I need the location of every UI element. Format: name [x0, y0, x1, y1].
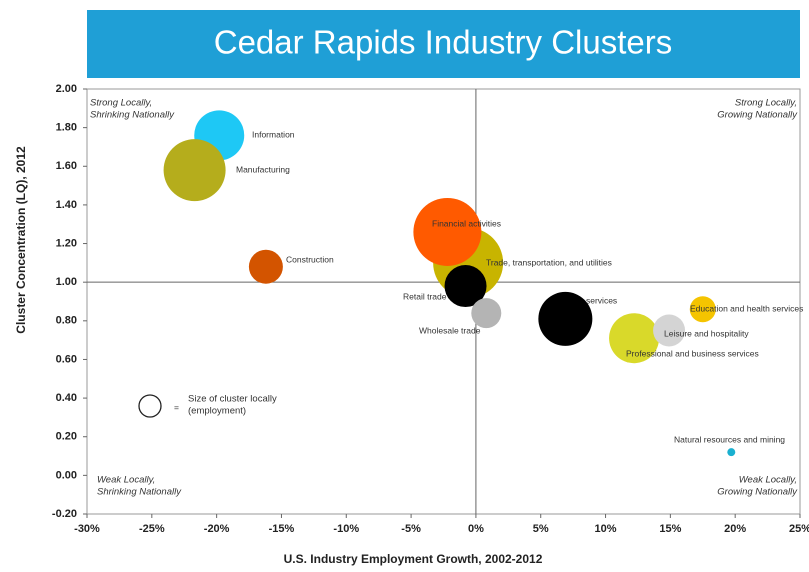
y-tick-label: -0.20: [52, 508, 77, 520]
bubble-label: Education and health services: [690, 303, 803, 313]
bubble-label: Professional and business services: [626, 348, 759, 358]
bubble: [163, 139, 226, 202]
bubble-label: Information: [252, 129, 295, 139]
size-legend-circle: [138, 394, 162, 418]
bubble: [413, 197, 482, 266]
size-legend-text: Size of cluster locally: [188, 394, 277, 405]
y-tick-label: 0.20: [56, 431, 77, 443]
y-tick-label: 0.40: [56, 392, 77, 404]
x-tick-label: 15%: [659, 523, 681, 535]
bubble-label: Leisure and hospitality: [664, 328, 749, 338]
bubble-label: services: [586, 295, 617, 305]
bubble: [471, 298, 502, 329]
y-axis-title: Cluster Concentration (LQ), 2012: [14, 146, 28, 334]
x-tick-label: -5%: [401, 523, 421, 535]
y-tick-label: 2.00: [56, 83, 77, 95]
quadrant-label: Shrinking Nationally: [90, 110, 175, 121]
bubble-label: Wholesale trade: [419, 325, 481, 335]
x-tick-label: -20%: [204, 523, 230, 535]
x-tick-label: 10%: [595, 523, 617, 535]
plot-frame: [86, 88, 801, 515]
quadrant-label: Strong Locally,: [735, 98, 797, 109]
y-tick-label: 1.80: [56, 122, 77, 134]
quadrant-label: Growing Nationally: [717, 487, 798, 498]
y-tick-label: 1.00: [56, 276, 77, 288]
x-tick-label: 20%: [724, 523, 746, 535]
x-tick-label: -15%: [269, 523, 295, 535]
bubble: [727, 448, 736, 457]
x-tick-label: -30%: [74, 523, 100, 535]
bubble: [444, 265, 487, 308]
bubble-label: Construction: [286, 254, 334, 264]
bubble: [653, 314, 686, 347]
x-tick-label: 25%: [789, 523, 809, 535]
chart-title: Cedar Rapids Industry Clusters: [214, 24, 673, 61]
quadrant-label: Shrinking Nationally: [97, 487, 182, 498]
y-tick-label: 0.60: [56, 353, 77, 365]
y-tick-label: 1.40: [56, 199, 77, 211]
x-tick-label: -10%: [333, 523, 359, 535]
x-tick-label: 0%: [468, 523, 484, 535]
bubble-label: Retail trade: [403, 291, 447, 301]
size-legend-text: (employment): [188, 406, 246, 417]
bubble: [248, 249, 283, 284]
x-tick-label: -25%: [139, 523, 165, 535]
x-axis-title: U.S. Industry Employment Growth, 2002-20…: [284, 552, 543, 566]
size-legend-symbol: =: [174, 402, 179, 412]
bubble-label: Trade, transportation, and utilities: [486, 257, 612, 267]
bubble-label: Manufacturing: [236, 164, 290, 174]
y-tick-label: 1.20: [56, 237, 77, 249]
quadrant-label: Growing Nationally: [717, 110, 798, 121]
y-tick-label: 1.60: [56, 160, 77, 172]
title-banner: [87, 10, 800, 78]
bubble: [538, 291, 593, 346]
bubble: [609, 313, 660, 364]
bubble-label: Natural resources and mining: [674, 434, 785, 444]
x-tick-label: 5%: [533, 523, 549, 535]
y-tick-label: 0.00: [56, 469, 77, 481]
bubble: [689, 296, 716, 323]
quadrant-label: Strong Locally,: [90, 98, 152, 109]
y-tick-label: 0.80: [56, 315, 77, 327]
quadrant-label: Weak Locally,: [97, 475, 155, 486]
bubble-label: Financial activities: [432, 218, 501, 228]
quadrant-label: Weak Locally,: [739, 475, 797, 486]
